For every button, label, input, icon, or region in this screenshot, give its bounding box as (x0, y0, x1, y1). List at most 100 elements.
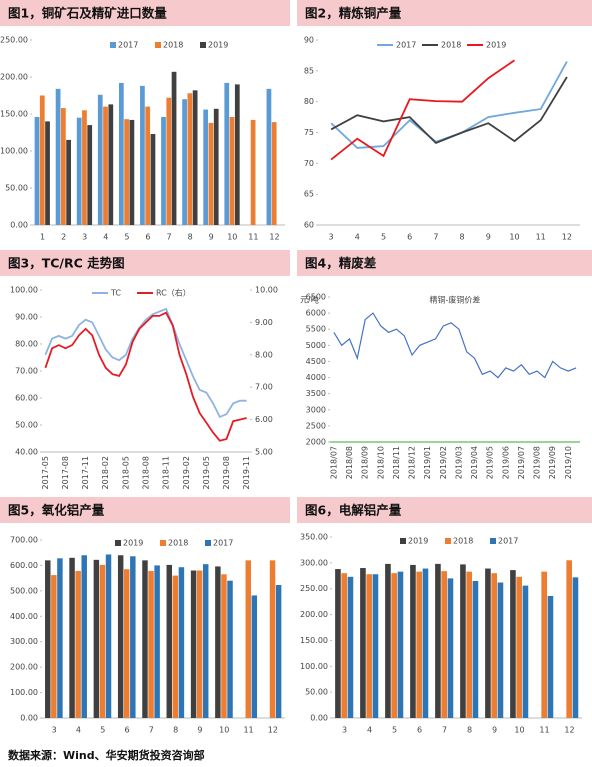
y-tick-label: 200.00 (10, 663, 38, 672)
x-tick-label: 2017-11 (81, 456, 90, 489)
y-tick-label: 500.00 (10, 586, 38, 595)
bar (410, 564, 416, 718)
bar (57, 558, 63, 718)
y-tick-label: 6500 (306, 293, 326, 302)
legend-swatch (205, 540, 211, 546)
bar (55, 88, 61, 225)
bar (129, 119, 135, 225)
y-tick-label: 100.00 (300, 662, 328, 671)
y-tick-label: 75 (304, 128, 314, 137)
y-tick-label: 5000 (306, 341, 326, 350)
x-tick-label: 2019/10 (564, 446, 573, 479)
x-tick-label: 10 (227, 233, 237, 242)
x-tick-label: 1 (40, 233, 45, 242)
x-tick-label: 6 (145, 233, 150, 242)
bar (108, 104, 114, 225)
panel-header (0, 0, 290, 26)
y2-tick-label: 9.00 (255, 318, 273, 327)
y-tick-label: 100.00 (0, 147, 28, 156)
y-tick-label: 60.00 (15, 394, 38, 403)
bar (466, 571, 472, 718)
x-tick-label: 11 (243, 726, 253, 735)
bar (45, 560, 51, 718)
bar (522, 585, 529, 718)
y-tick-label: 200.00 (300, 610, 328, 619)
x-tick-label: 5 (392, 726, 397, 735)
bar (491, 573, 497, 718)
line-series (330, 59, 516, 161)
x-tick-label: 3 (82, 233, 87, 242)
x-tick-label: 2019/01 (423, 446, 432, 479)
x-tick-label: 9 (197, 726, 202, 735)
bar (335, 569, 341, 718)
legend-label: 2019 (208, 41, 228, 50)
x-tick-label: 5 (100, 726, 105, 735)
x-tick-label: 8 (188, 233, 193, 242)
bar (447, 578, 454, 718)
bar (435, 563, 441, 718)
x-tick-label: 12 (564, 726, 574, 735)
bar (192, 90, 198, 225)
bar (385, 563, 391, 718)
bar (142, 560, 148, 718)
legend-swatch (155, 42, 161, 48)
x-tick-label: 9 (492, 726, 497, 735)
legend-label: 2018 (453, 537, 473, 546)
bar (269, 560, 276, 718)
bar (45, 121, 50, 225)
x-tick-label: 11 (536, 233, 546, 242)
bar (460, 564, 466, 718)
bar (416, 571, 422, 718)
bar (82, 110, 87, 225)
y-tick-label: 100.00 (10, 286, 38, 295)
panel-header (0, 497, 290, 523)
bar (397, 571, 404, 718)
panel-title: 图5，氧化铝产量 (8, 503, 105, 518)
legend-swatch (160, 540, 166, 546)
bar (69, 557, 75, 718)
x-tick-label: 2 (61, 233, 66, 242)
legend-label: 2018 (163, 41, 183, 50)
bar (497, 582, 504, 718)
x-tick-label: 6 (417, 726, 422, 735)
y-tick-label: 90 (304, 36, 314, 45)
bar (130, 556, 136, 718)
bar (81, 555, 87, 718)
x-tick-label: 2017-05 (41, 456, 50, 489)
bar (93, 559, 100, 718)
y-tick-label: 150.00 (0, 110, 28, 119)
bar (547, 595, 554, 718)
y-tick-label: 700.00 (10, 536, 38, 545)
x-tick-label: 9 (209, 233, 214, 242)
bar (34, 116, 40, 225)
source-note: 数据来源：Wind、华安期货投资咨询部 (8, 748, 205, 762)
x-tick-label: 8 (460, 233, 465, 242)
x-tick-label: 4 (355, 233, 360, 242)
y-tick-label: 300.00 (300, 558, 328, 567)
panel-header (0, 250, 290, 276)
bar (441, 571, 447, 718)
line-series (330, 61, 568, 149)
x-tick-label: 2017-08 (61, 456, 70, 489)
x-tick-label: 2018-02 (101, 456, 110, 489)
bar (148, 571, 154, 718)
x-tick-label: 2018/10 (376, 446, 385, 479)
y-tick-label: 4000 (306, 373, 326, 382)
x-tick-label: 2018/09 (361, 446, 370, 479)
x-tick-label: 3 (52, 726, 57, 735)
legend-label: 2017 (118, 41, 138, 50)
x-tick-label: 2019/08 (533, 446, 542, 479)
line-series (333, 312, 577, 379)
bar (190, 570, 197, 718)
legend-label: 2018 (168, 539, 188, 548)
bar (566, 560, 572, 718)
y-tick-label: 200.00 (0, 73, 28, 82)
y-tick-label: 4500 (306, 357, 326, 366)
x-tick-label: 2019-08 (222, 456, 231, 489)
bar (341, 573, 347, 718)
y-tick-label: 80.00 (15, 340, 38, 349)
panel-title: 图3，TC/RC 走势图 (8, 256, 125, 271)
x-tick-label: 2019/07 (517, 446, 526, 479)
x-tick-label: 4 (76, 726, 81, 735)
legend-label: 2017 (498, 537, 518, 546)
